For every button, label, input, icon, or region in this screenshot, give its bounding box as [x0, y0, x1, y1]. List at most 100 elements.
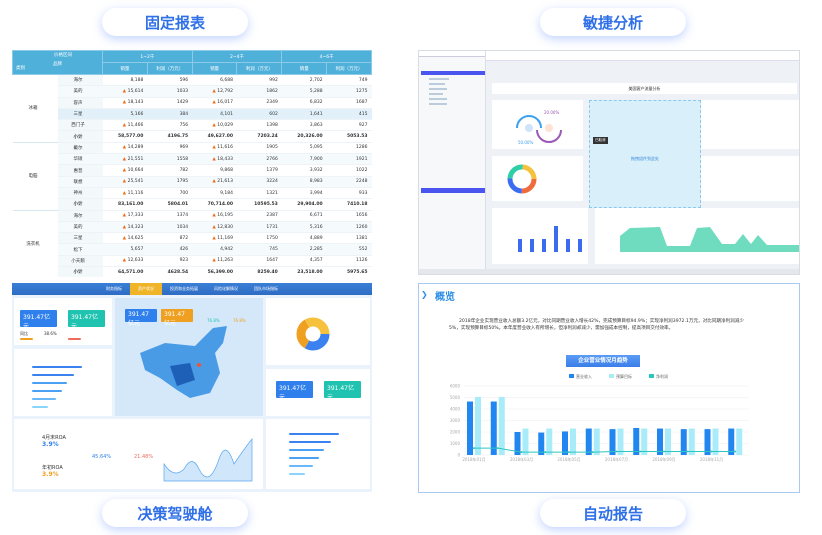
brand-cell: 美的	[57, 85, 103, 98]
tree-item[interactable]	[429, 98, 447, 100]
kpi-blue: 391.47亿元	[20, 310, 57, 330]
value-text: 384	[179, 111, 189, 117]
value-cell: 29,904.00	[281, 198, 327, 211]
label-fixed-report: 固定报表	[102, 8, 248, 36]
tree-item[interactable]	[429, 83, 445, 85]
brand-cell: 小计	[57, 130, 103, 143]
flame-icon: ▲	[212, 156, 218, 162]
sidebar-tabs[interactable]	[419, 51, 485, 57]
value-text: 923	[179, 258, 189, 264]
tree-item-selected[interactable]	[421, 71, 485, 75]
legend-label: 营业收入	[576, 373, 592, 379]
value-text: 4628.54	[167, 269, 189, 275]
value-cell: 6,671	[281, 210, 327, 222]
price-header: 2~4千	[191, 50, 283, 63]
value-text: 5,316	[309, 224, 323, 230]
bar-budget	[712, 428, 719, 455]
value-text: 872	[179, 235, 189, 241]
table-row: 冰箱 海尔 8,188 596 6,688 992 2,702 749	[12, 74, 372, 143]
y-tick-label: 5000	[450, 395, 461, 400]
value-text: 5,095	[309, 145, 323, 151]
value-text: 83,161.00	[117, 201, 144, 207]
brand-cell: 小天鹅	[57, 255, 103, 268]
tree-item[interactable]	[429, 93, 443, 95]
bar-budget	[546, 428, 553, 455]
value-text: 11,616	[217, 145, 233, 151]
value-cell: 933	[326, 187, 372, 200]
flame-icon: ▲	[212, 179, 218, 185]
value-cell: ▲ 11,263	[192, 255, 237, 268]
value-text: 1656	[356, 213, 368, 219]
value-cell: ▲ 11,616	[192, 142, 237, 155]
tree-item[interactable]	[429, 88, 447, 90]
value-text: 21,613	[217, 179, 233, 185]
cockpit-nav-tab[interactable]: 资产状况	[130, 283, 162, 295]
flame-icon: ▲	[122, 213, 128, 219]
value-text: 16,195	[217, 213, 233, 219]
subtotal-row: 小计 83,161.00 5804.01 70,714.00 10595.53 29,90…	[13, 198, 372, 211]
flame-icon: ▲	[122, 122, 128, 128]
value-cell: 70,714.00	[192, 198, 237, 211]
value-text: 70,714.00	[207, 201, 233, 207]
y-tick-label: 0	[457, 453, 460, 458]
value-cell: 602	[236, 108, 282, 121]
value-cell: 5,095	[281, 142, 327, 155]
cockpit-nav-tab[interactable]: 投资和业务拓展	[170, 286, 198, 291]
value-text: 9,184	[220, 190, 233, 196]
bar-revenue	[585, 428, 592, 455]
corner-category: 类别	[16, 66, 25, 71]
bar-revenue	[609, 429, 616, 455]
value-text: 1,641	[309, 111, 323, 117]
bar-budget	[688, 428, 695, 455]
value-text: 1321	[266, 190, 278, 196]
value-text: 15,614	[127, 88, 144, 94]
flame-icon: ▲	[212, 224, 218, 230]
tree-item[interactable]	[429, 103, 447, 105]
value-cell: 1862	[236, 85, 282, 98]
revenue-trend-chart: 0 1000 2000 3000 4000 5000 6000 营业收入 预算目标 净利润 2018…	[450, 373, 749, 462]
value-cell: 5,657	[102, 243, 148, 256]
value-text: 3,863	[309, 122, 323, 128]
value-text: 1286	[356, 145, 368, 151]
value-text: 6,688	[220, 77, 233, 83]
value-cell: 749	[326, 74, 372, 87]
roa-card: 4月末ROA 3.9% 年初ROA 3.9% 45.64% 21.48%	[14, 419, 263, 489]
value-cell: 7410.18	[326, 198, 372, 211]
value-text: 12,830	[217, 224, 233, 230]
value-cell: 1321	[236, 187, 282, 200]
toolbar[interactable]	[486, 51, 799, 61]
drop-zone[interactable]: 拖拽组件到此处	[589, 100, 701, 208]
value-text: 5053.53	[347, 134, 368, 140]
profit-point	[615, 450, 618, 453]
cockpit-nav-tab[interactable]: 团队市场指标	[254, 286, 278, 291]
value-cell: 384	[147, 108, 193, 121]
value-cell: 923	[147, 255, 193, 268]
value-cell: 8259.40	[236, 266, 282, 277]
value-cell: 6,688	[192, 74, 237, 87]
map-kpi: 391.47亿元	[161, 309, 193, 327]
bar-revenue	[680, 429, 687, 455]
col-sales: 销量	[191, 62, 238, 75]
tree-item-selected[interactable]	[421, 188, 485, 193]
bar-revenue	[728, 428, 735, 455]
value-text: 11,169	[217, 235, 233, 241]
flame-icon: ▲	[212, 122, 218, 128]
table-row: 华硕 ▲ 21,551 1558 ▲ 18,433 2766 7,900 1921	[13, 153, 372, 166]
table-row: 西门子 ▲ 11,466 756 ▲ 10,029 1398 3,863 927	[13, 119, 372, 132]
value-text: 2248	[356, 179, 368, 185]
bar-revenue	[538, 432, 545, 455]
value-cell: 1033	[147, 85, 193, 98]
value-cell: ▲ 12,633	[102, 255, 148, 268]
value-text: 12,633	[127, 258, 144, 264]
kpi-card: 391.47亿元 391.47亿元 同比 38.6%	[14, 298, 112, 345]
value-cell: 64,571.00	[102, 266, 148, 277]
cockpit-nav-tab[interactable]: 风险化解情况	[214, 286, 238, 291]
value-text: 9,868	[220, 168, 233, 174]
value-cell: 1921	[326, 153, 372, 166]
tree-item[interactable]	[429, 78, 449, 80]
value-cell: 2,702	[281, 74, 327, 87]
cockpit-nav-tab[interactable]: 财务指标	[106, 286, 122, 291]
value-text: 749	[358, 77, 368, 83]
y-tick-label: 1000	[450, 441, 461, 446]
sheet-tabs[interactable]	[419, 269, 799, 274]
